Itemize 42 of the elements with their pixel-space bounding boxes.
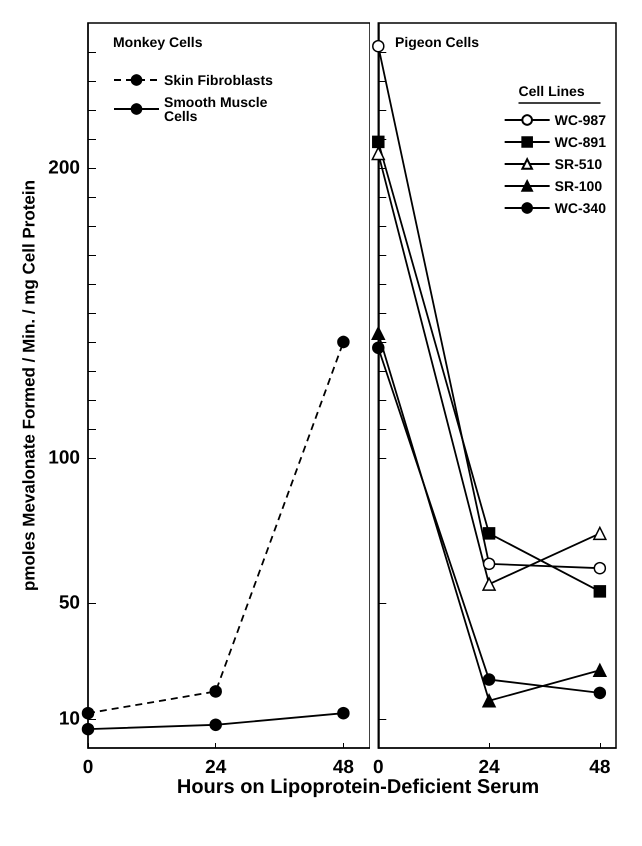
point [593,526,607,540]
point [82,706,94,720]
x-tick-label: 0 [372,757,384,778]
y-tick-label: 100 [48,448,80,468]
point [372,40,385,52]
x-axis-title: Hours on Lipoprotein-Deficient Serum [176,776,540,798]
y-tick-label: 50 [58,592,80,614]
legend-label: SR-510 [554,156,602,172]
point [337,336,350,348]
legend-label: WC-987 [554,112,606,128]
point [482,673,496,686]
x-tick-label: 24 [205,757,227,778]
point [372,146,386,160]
point [337,706,350,720]
point [482,558,496,570]
annotation: Pigeon Cells [395,34,480,50]
point [372,342,385,354]
point [482,694,496,708]
x-tick-label: 24 [478,757,500,778]
x-tick-label: 48 [589,757,610,778]
point [594,562,606,574]
x-tick-label: 48 [332,757,354,778]
legend-label: WC-891 [554,134,606,150]
legend-label: WC-340 [554,200,606,216]
annotation: Monkey Cells [113,34,203,50]
point [209,685,222,698]
y-tick-label: 10 [58,708,80,730]
legend-label: Skin Fibroblasts [164,72,274,88]
y-axis-title: pmoles Mevalonate Formed / Min. / mg Cell Protein [19,180,38,591]
point [594,686,606,700]
point [372,326,386,340]
legend-title: Cell Lines [518,83,585,99]
point [593,664,607,678]
legend-label: SR-100 [554,178,602,194]
legend-label: Smooth Muscle Cells [164,94,272,124]
x-tick-label: 0 [82,757,94,778]
point [482,527,496,540]
y-tick-label: 200 [48,158,80,178]
point [594,585,606,598]
point [209,718,222,732]
point [82,722,94,736]
point [482,577,496,591]
